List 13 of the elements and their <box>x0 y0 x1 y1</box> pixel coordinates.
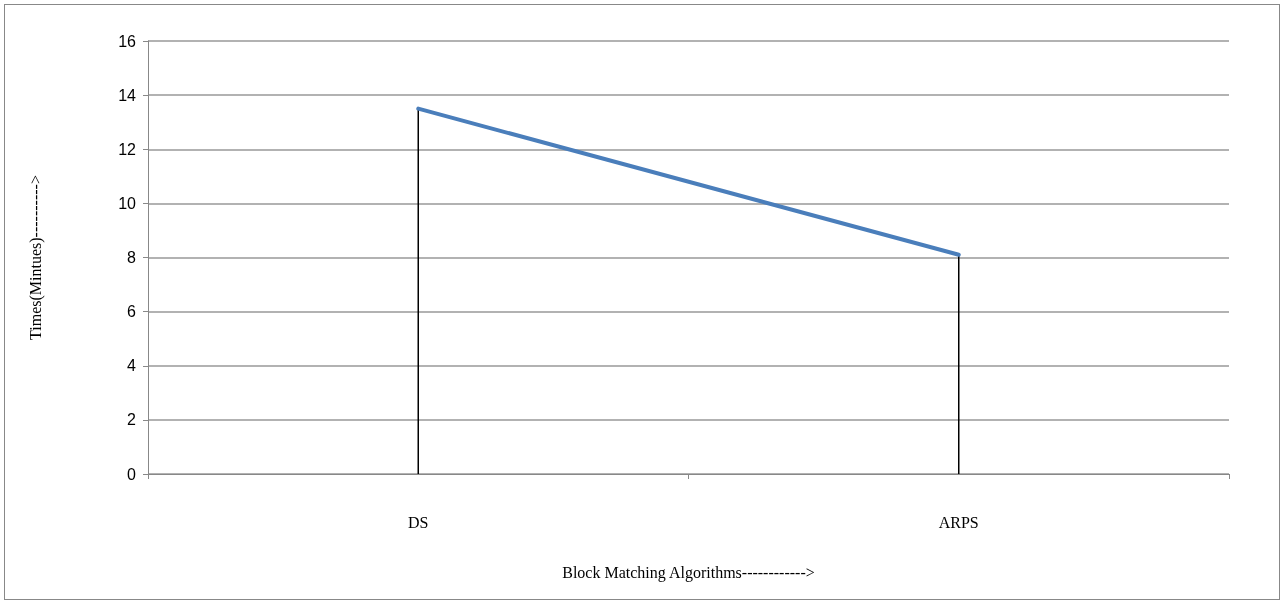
y-tick-label: 0 <box>127 465 137 483</box>
x-tick-label: DS <box>408 513 429 531</box>
y-tick-label: 6 <box>127 303 137 321</box>
y-tick-label: 14 <box>118 86 137 104</box>
x-tick-label: ARPS <box>938 513 979 531</box>
x-axis-title: Block Matching Algorithms------------> <box>562 563 815 582</box>
y-tick-label: 8 <box>127 249 137 266</box>
y-tick-label: 2 <box>127 411 137 429</box>
y-tick-label: 12 <box>118 140 137 158</box>
y-tick-label: 10 <box>118 194 137 212</box>
y-tick-label: 16 <box>118 32 137 50</box>
y-axis-title: Times(Mintues)----------> <box>26 175 45 340</box>
y-tick-label: 4 <box>127 357 137 375</box>
